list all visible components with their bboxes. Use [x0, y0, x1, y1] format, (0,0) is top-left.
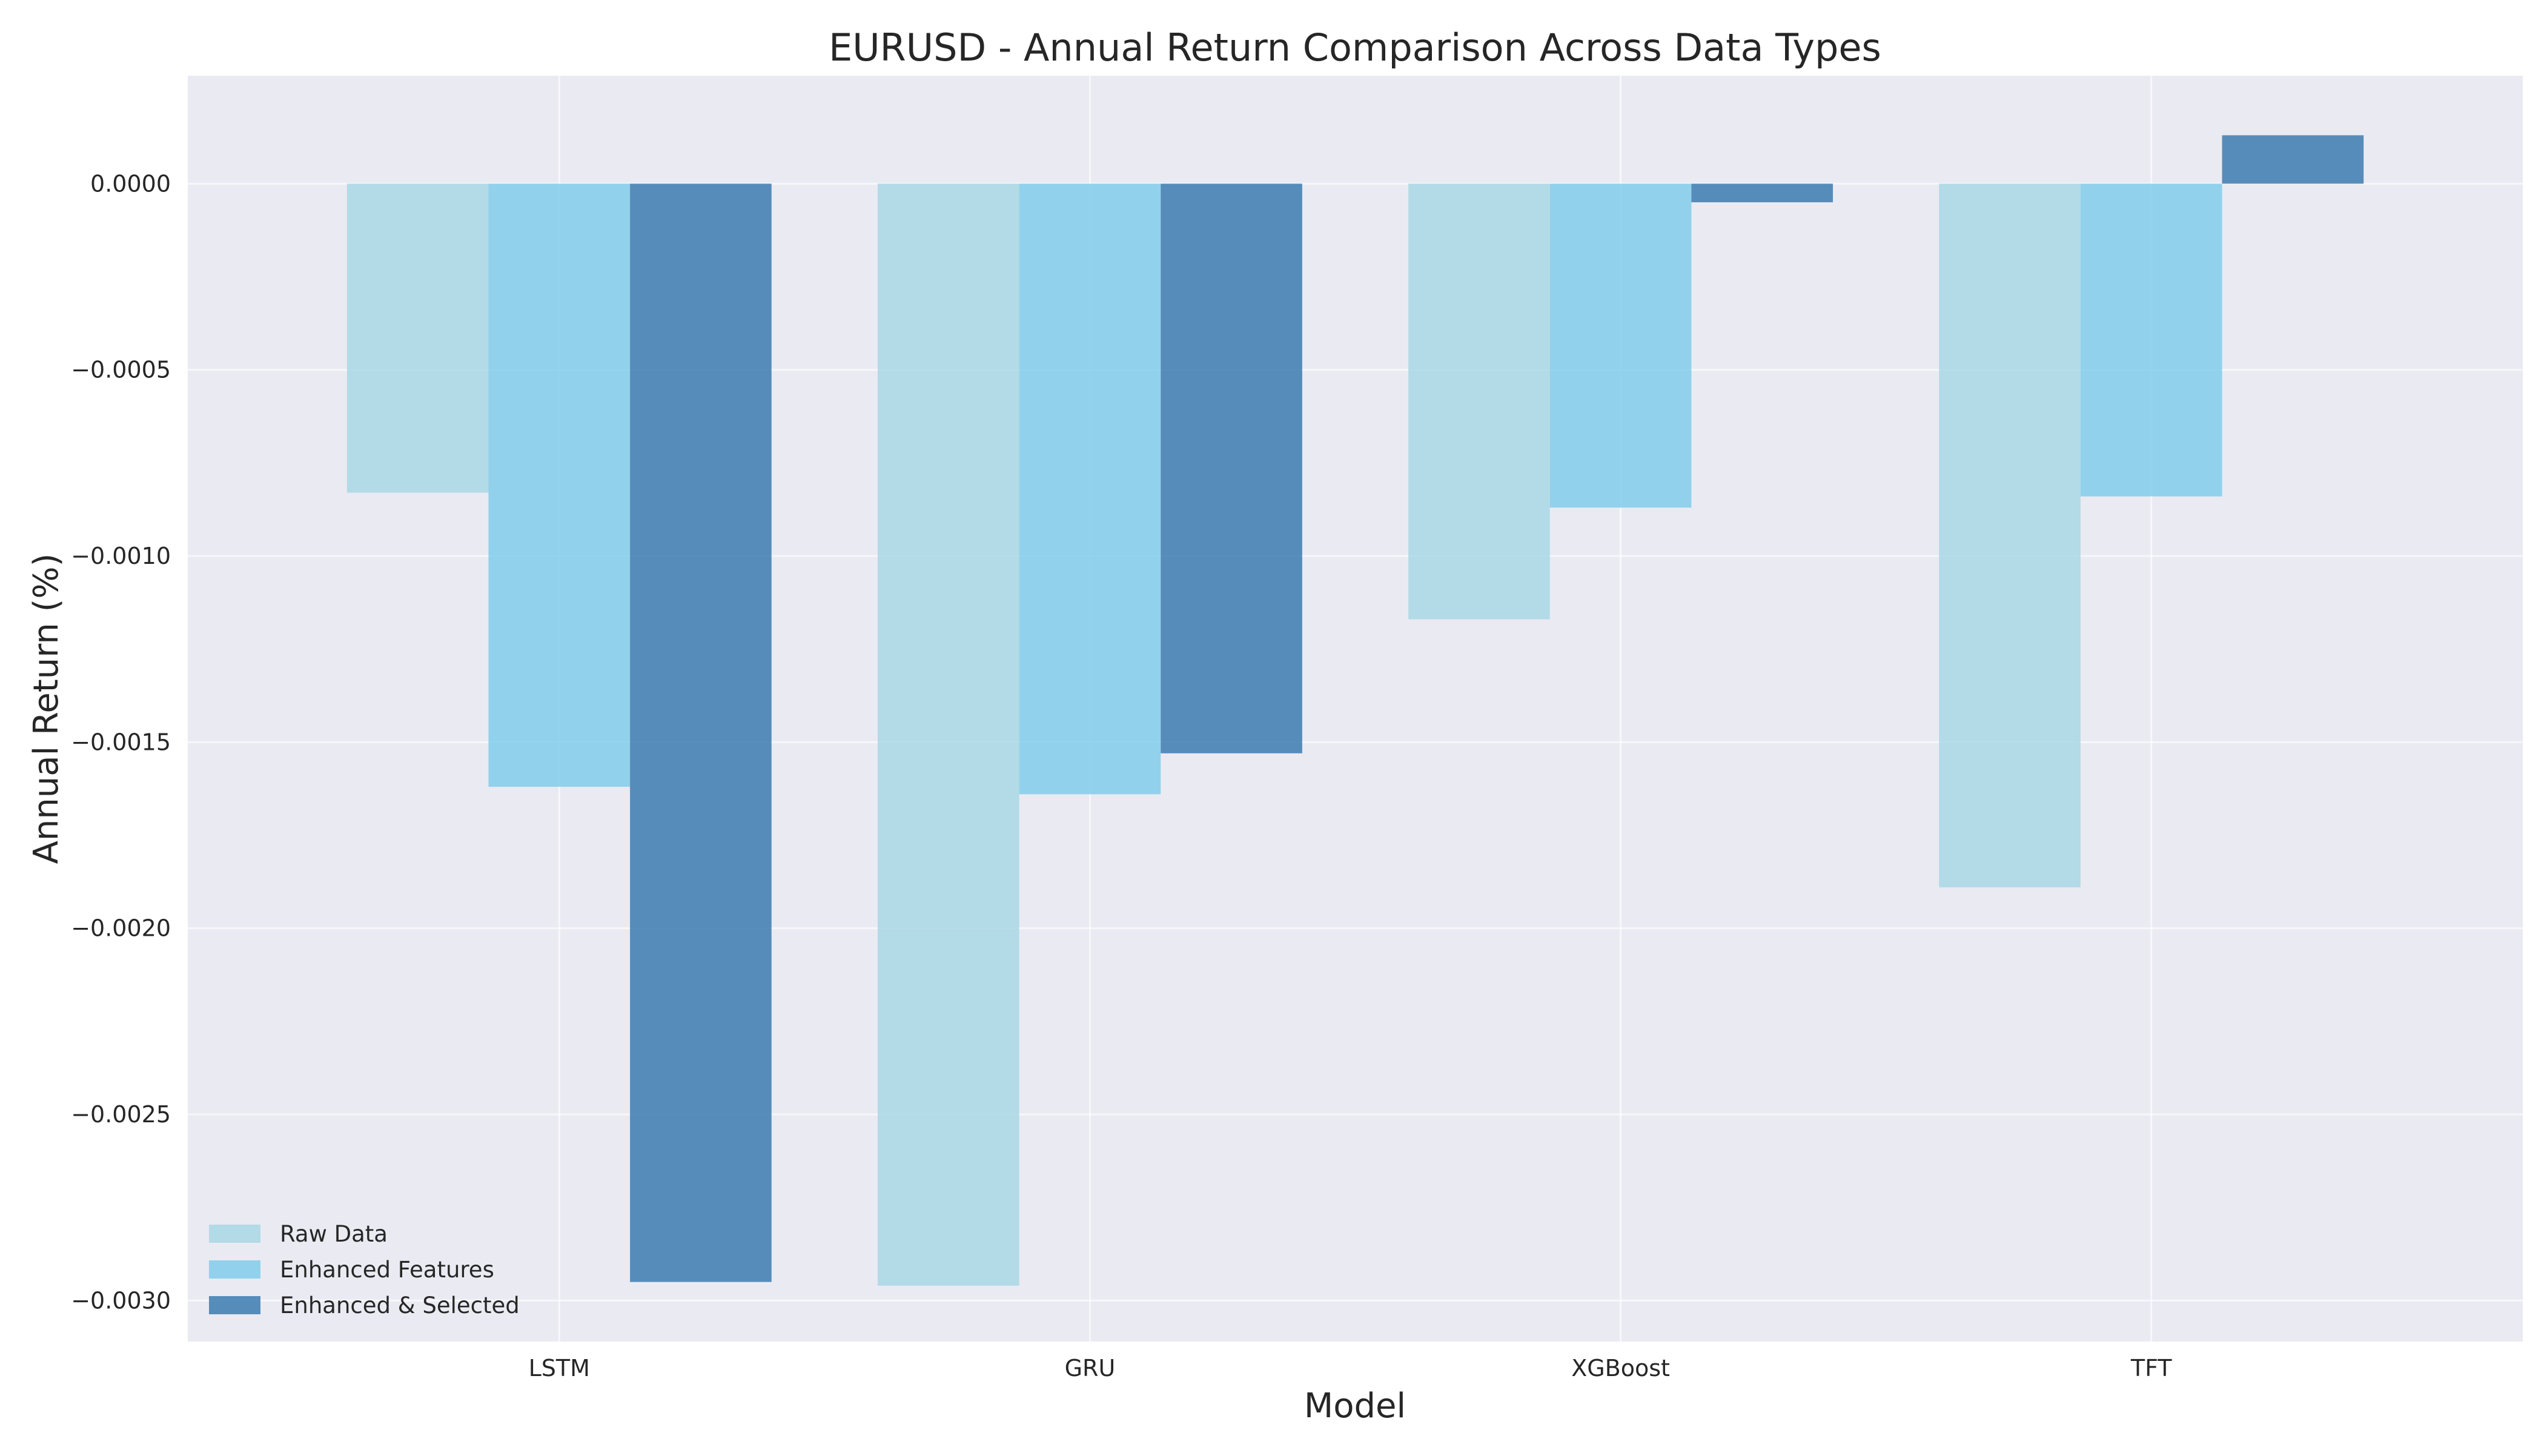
chart-title: EURUSD - Annual Return Comparison Across… — [829, 25, 1881, 70]
y-axis-label: Annual Return (%) — [27, 554, 66, 864]
x-axis-label: Model — [1304, 1386, 1406, 1426]
legend-label: Enhanced & Selected — [280, 1292, 520, 1319]
x-tick-labels: LSTM GRU XGBoost TFT — [529, 1355, 2173, 1382]
bar-lstm-series-3 — [630, 184, 772, 1282]
y-tick-label: −0.0015 — [71, 729, 171, 755]
y-tick-label: −0.0005 — [71, 357, 171, 383]
legend-swatch — [209, 1260, 260, 1279]
bar-xgboost-series-2 — [1549, 184, 1692, 508]
legend-label: Raw Data — [280, 1221, 388, 1247]
bar-lstm-series-1 — [346, 184, 489, 493]
y-tick-label: −0.0010 — [71, 543, 171, 569]
y-tick-label: 0.0000 — [90, 170, 171, 197]
y-tick-labels: 0.0000 −0.0005 −0.0010 −0.0015 −0.0020 −0.002… — [71, 170, 171, 1314]
bars — [346, 135, 2364, 1286]
y-tick-label: −0.0020 — [71, 915, 171, 942]
legend-label: Enhanced Features — [280, 1257, 494, 1283]
x-tick-label: XGBoost — [1571, 1355, 1670, 1382]
legend-swatch — [209, 1296, 260, 1314]
bar-gru-series-2 — [1019, 184, 1161, 795]
y-tick-label: −0.0030 — [71, 1287, 171, 1314]
y-tick-label: −0.0025 — [71, 1101, 171, 1128]
bar-tft-series-1 — [1939, 184, 2081, 888]
x-tick-label: TFT — [2130, 1355, 2172, 1382]
bar-lstm-series-2 — [488, 184, 631, 787]
legend-swatch — [209, 1225, 260, 1243]
bar-xgboost-series-3 — [1691, 184, 1833, 202]
bar-xgboost-series-1 — [1408, 184, 1550, 620]
bar-gru-series-1 — [877, 184, 1019, 1286]
legend: Raw Data Enhanced Features Enhanced & Sele… — [209, 1221, 520, 1319]
x-tick-label: GRU — [1065, 1355, 1116, 1382]
bar-tft-series-3 — [2222, 135, 2364, 184]
bar-gru-series-3 — [1161, 184, 1302, 753]
x-tick-label: LSTM — [529, 1355, 590, 1382]
bar-tft-series-2 — [2080, 184, 2222, 497]
